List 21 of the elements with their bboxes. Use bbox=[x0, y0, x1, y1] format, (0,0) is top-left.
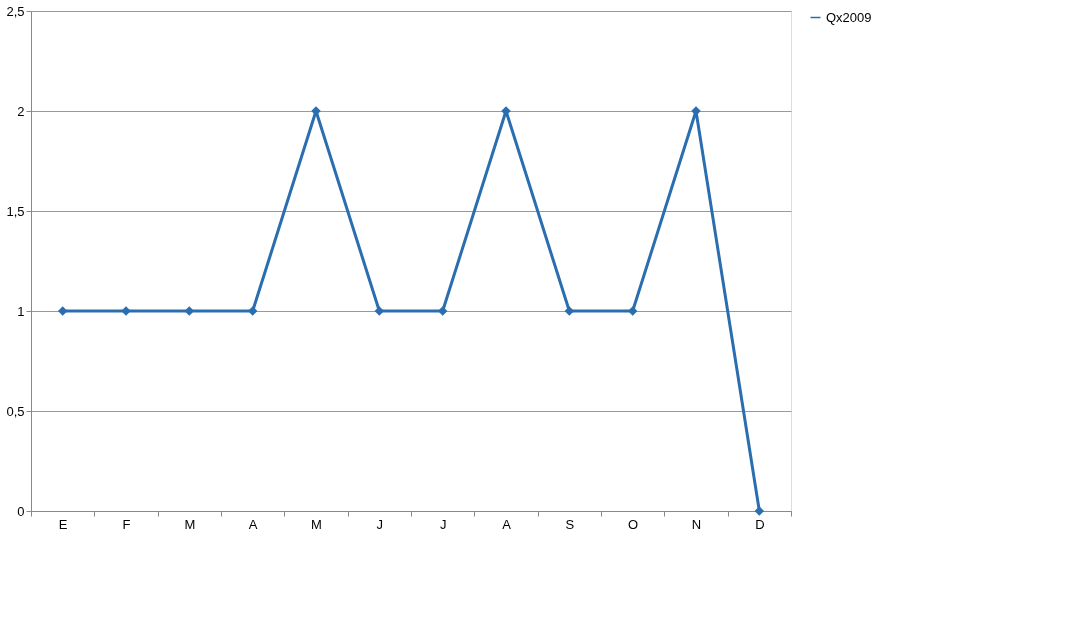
x-tick-label: M bbox=[184, 516, 196, 532]
x-tick-label: D bbox=[755, 516, 765, 532]
x-tick-label: O bbox=[628, 516, 639, 532]
y-tick-label: 1,5 bbox=[6, 203, 25, 219]
x-tick-label: A bbox=[502, 516, 512, 532]
point bbox=[754, 506, 765, 516]
y-tick-label: 0 bbox=[17, 503, 25, 519]
x-tick-label: M bbox=[311, 516, 322, 532]
point bbox=[57, 306, 68, 316]
x-tick-label: J bbox=[439, 516, 447, 532]
x-tick-label: F bbox=[122, 516, 131, 532]
x-tick-label: S bbox=[565, 516, 575, 532]
legend-label: Qx2009 bbox=[826, 9, 872, 25]
y-tick-label: 0,5 bbox=[6, 403, 25, 419]
x-tick-label: E bbox=[58, 516, 68, 532]
y-tick-label: 2,5 bbox=[6, 3, 25, 19]
x-tick-label: J bbox=[376, 516, 384, 532]
y-tick-label: 2 bbox=[17, 103, 25, 119]
x-tick-label: A bbox=[248, 516, 258, 532]
x-tick-label: N bbox=[691, 516, 702, 532]
y-tick-label: 1 bbox=[17, 303, 25, 319]
